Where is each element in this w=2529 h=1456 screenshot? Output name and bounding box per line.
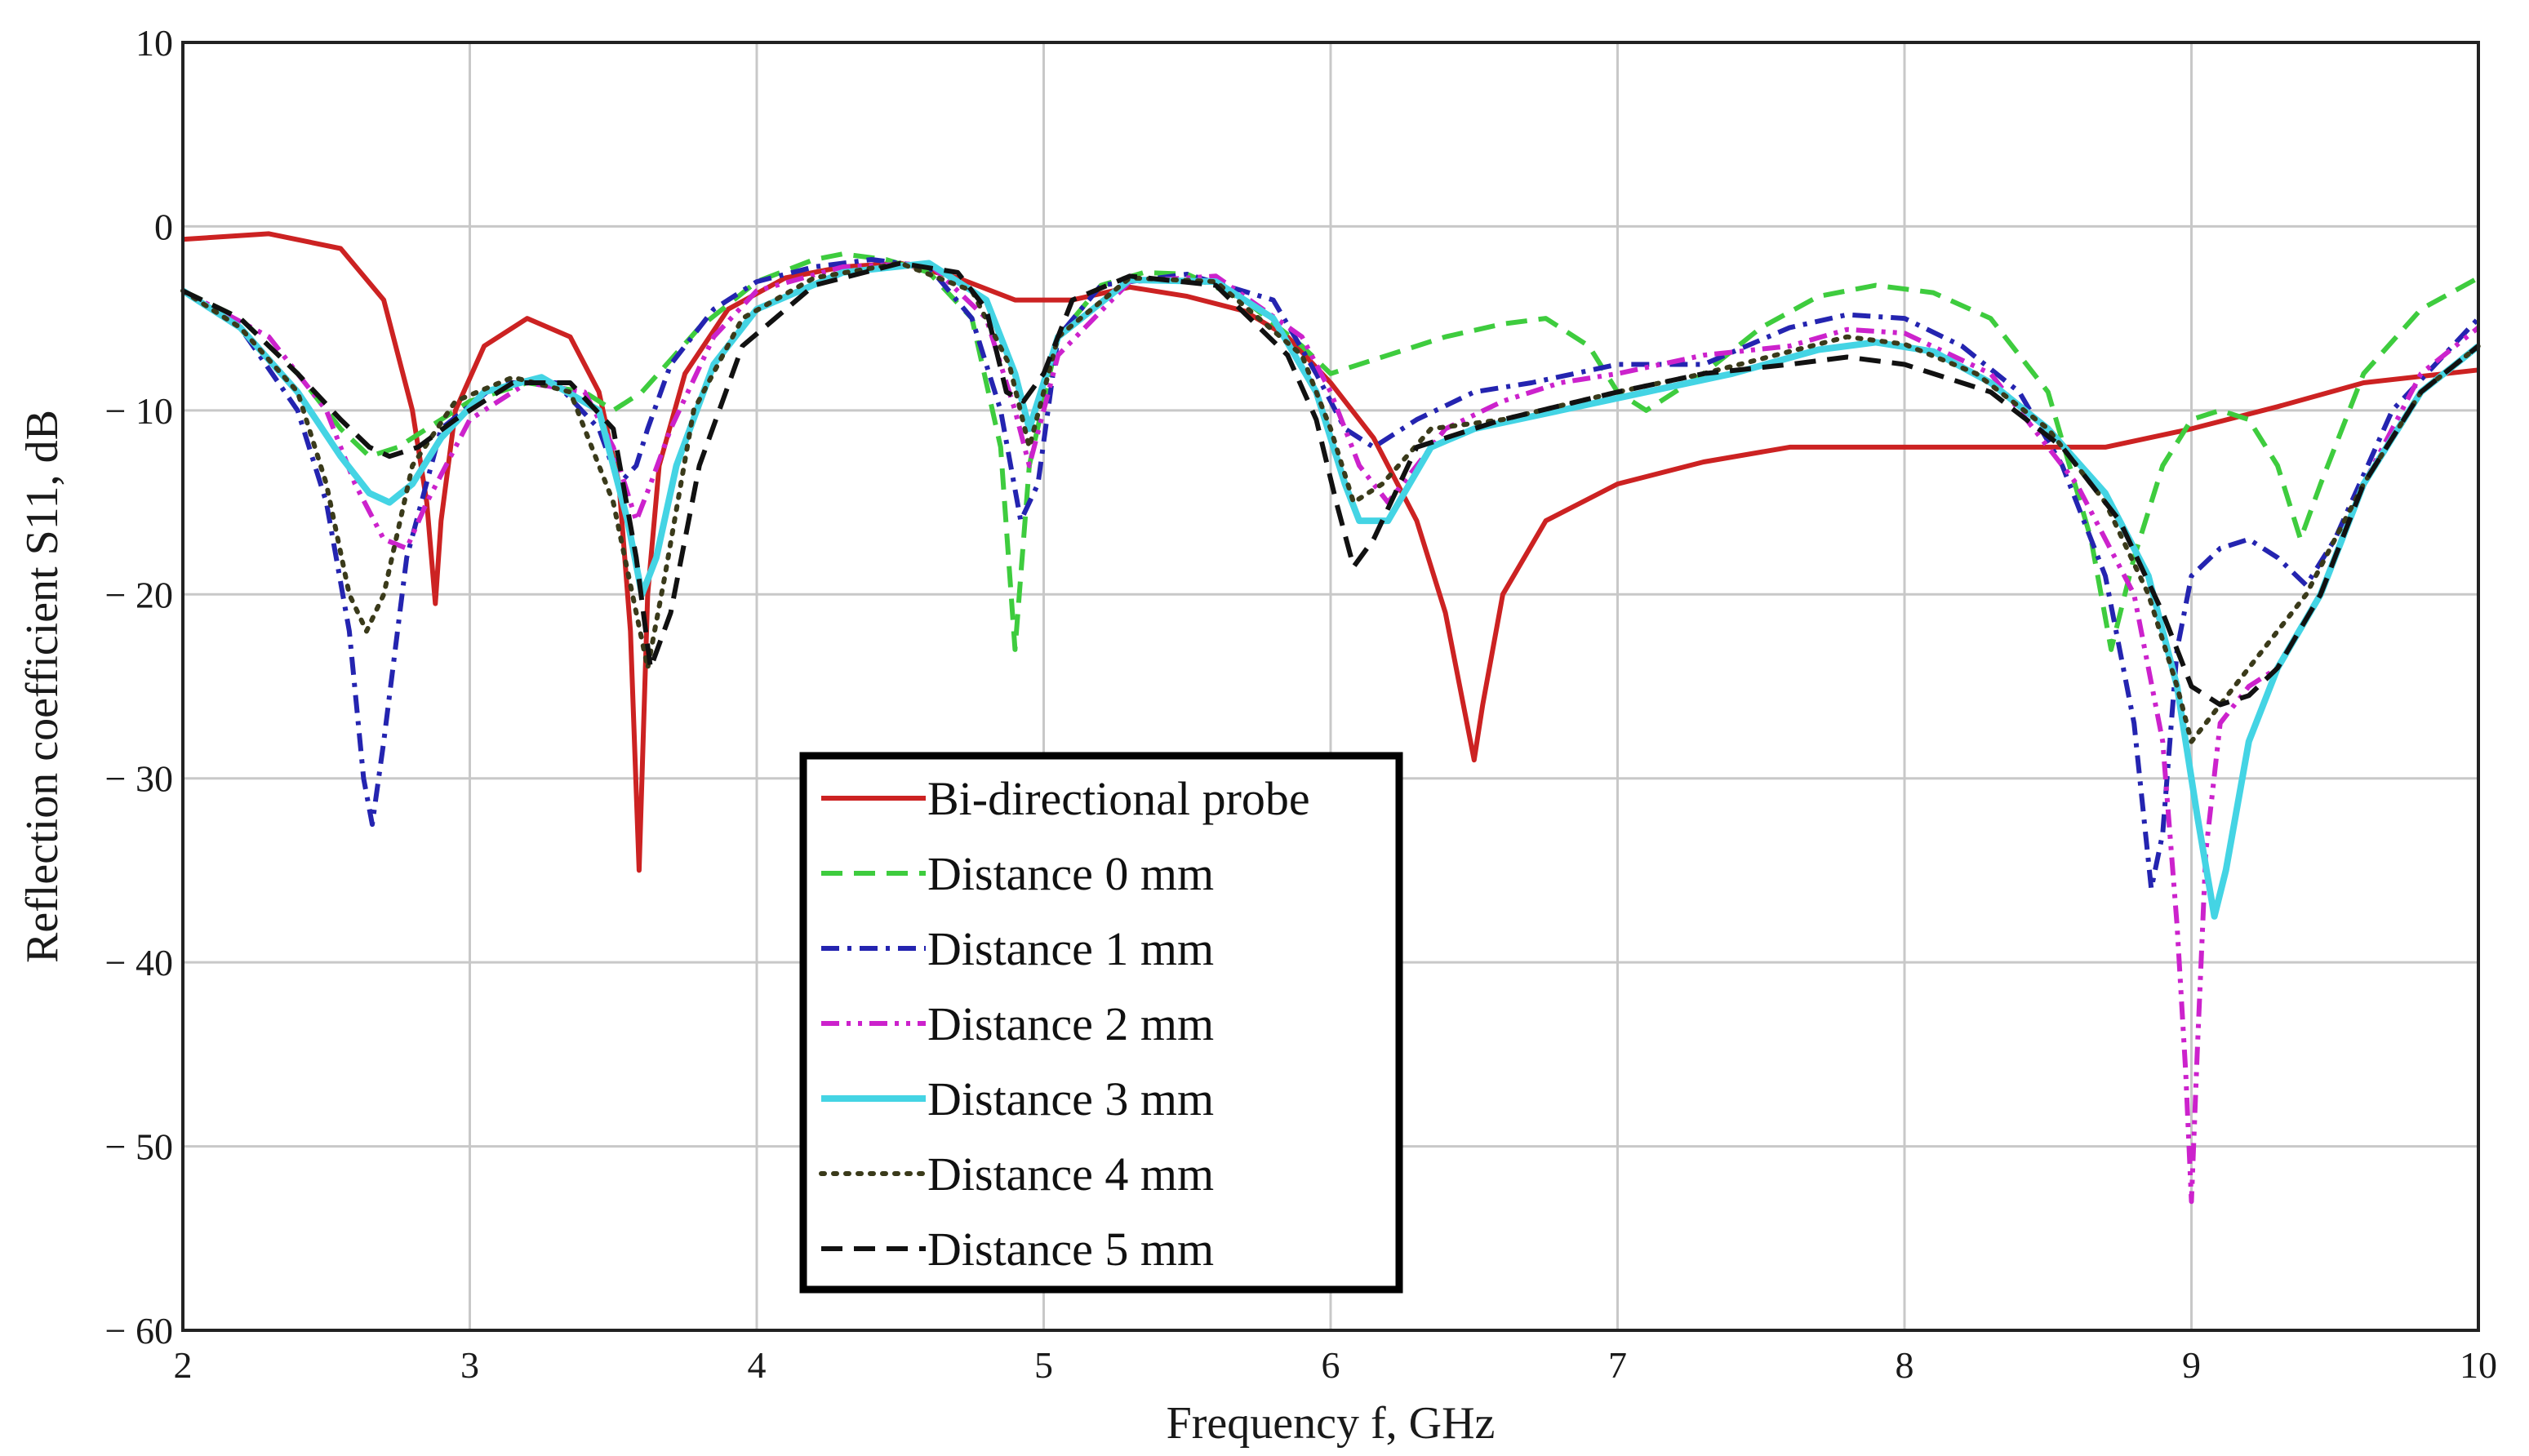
series-lines [180, 231, 2481, 1205]
x-tick-label: 9 [2182, 1344, 2201, 1386]
legend-item-bi-directional-probe: Bi-directional probe [821, 772, 1310, 825]
y-tick-label: − 20 [105, 574, 173, 615]
legend-label: Distance 4 mm [927, 1147, 1214, 1201]
series-line-distance-1-mm [181, 257, 2481, 891]
series-line-distance-4-mm [180, 260, 2481, 744]
legend-label: Distance 3 mm [927, 1072, 1214, 1125]
y-tick-label: 0 [154, 206, 173, 247]
legend-label: Distance 0 mm [927, 847, 1214, 900]
legend-item-distance-4-mm: Distance 4 mm [819, 1147, 1214, 1201]
y-tick-label: − 60 [105, 1310, 173, 1352]
x-tick-label: 8 [1896, 1344, 1914, 1386]
x-tick-label: 7 [1608, 1344, 1627, 1386]
legend-item-distance-0-mm: Distance 0 mm [821, 847, 1214, 900]
legend-item-distance-2-mm: Distance 2 mm [821, 997, 1214, 1050]
legend-label: Distance 5 mm [927, 1223, 1214, 1276]
legend-label: Distance 2 mm [927, 997, 1214, 1050]
y-tick-label: − 10 [105, 390, 173, 432]
legend-items: Bi-directional probe Distance 0 mm Distanc… [819, 772, 1310, 1276]
y-tick-label: − 50 [105, 1126, 173, 1168]
y-tick-label: − 30 [105, 758, 173, 800]
legend-box [799, 752, 1403, 1294]
legend-label: Bi-directional probe [927, 772, 1310, 825]
x-tick-label: 4 [748, 1344, 767, 1386]
x-tick-label: 3 [460, 1344, 479, 1386]
series-line-distance-5-mm [181, 260, 2480, 708]
x-tick-label: 10 [2460, 1344, 2497, 1386]
legend-item-distance-5-mm: Distance 5 mm [821, 1223, 1214, 1276]
legend-item-distance-3-mm: Distance 3 mm [821, 1072, 1214, 1125]
x-axis-ticks: 2 3 4 5 6 7 8 9 10 [174, 1344, 2498, 1386]
y-tick-label: 10 [136, 22, 173, 64]
y-axis-ticks: 10 0 − 10 − 20 − 30 − 40 − 50 − 60 [105, 22, 173, 1352]
plot-frame [181, 41, 2480, 1332]
x-axis-label: Frequency f, GHz [1167, 1398, 1496, 1449]
x-tick-label: 5 [1034, 1344, 1053, 1386]
legend-label: Distance 1 mm [927, 922, 1214, 975]
legend: Bi-directional probe Distance 0 mm Distanc… [799, 752, 1403, 1294]
x-tick-label: 2 [174, 1344, 193, 1386]
legend-item-distance-1-mm: Distance 1 mm [821, 922, 1214, 975]
series-line-distance-0-mm [181, 251, 2480, 652]
y-tick-label: − 40 [105, 942, 173, 983]
x-tick-label: 6 [1322, 1344, 1340, 1386]
y-axis-label: Reflection coefficient S11, dB [17, 410, 68, 963]
